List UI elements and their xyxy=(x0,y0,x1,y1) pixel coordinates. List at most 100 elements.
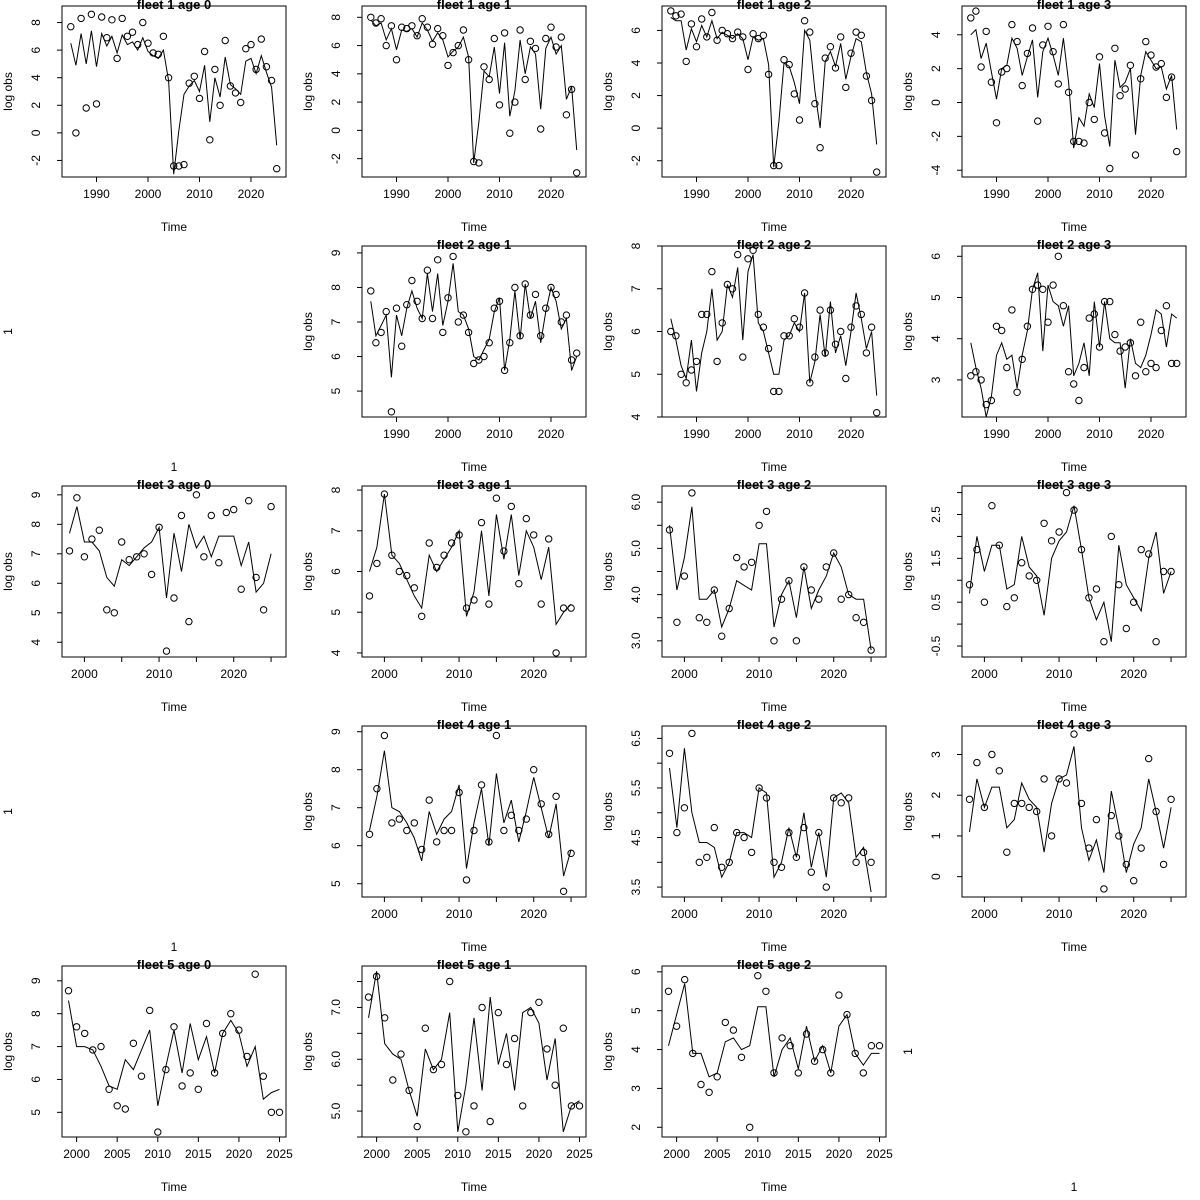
data-point xyxy=(1100,885,1108,893)
x-tick-label: 2010 xyxy=(446,907,473,921)
y-tick-label: 6 xyxy=(329,42,343,49)
plot-box xyxy=(361,245,587,418)
data-point xyxy=(762,507,771,516)
data-point xyxy=(1085,98,1093,107)
data-point xyxy=(859,1069,867,1077)
data-point xyxy=(967,14,975,22)
x-axis-label: Time xyxy=(161,700,188,714)
y-tick-label: -0.5 xyxy=(929,635,943,656)
subplot-fleet-4-age-1: log obs Time fleet 4 age 1 2000 2010 2020 5 6 7 8… xyxy=(301,720,587,954)
data-point xyxy=(557,318,565,326)
data-point xyxy=(92,100,101,108)
y-axis-label: log obs xyxy=(601,72,615,111)
data-point xyxy=(206,136,214,144)
data-point xyxy=(1147,51,1155,59)
data-point xyxy=(1130,877,1138,885)
data-point xyxy=(1111,330,1119,339)
data-point xyxy=(118,14,126,23)
y-tick-label: 9 xyxy=(29,491,43,498)
y-tick-label: 6 xyxy=(629,328,643,335)
data-point xyxy=(447,539,456,547)
data-point xyxy=(418,15,426,23)
data-point xyxy=(403,300,411,309)
data-point xyxy=(186,1069,194,1077)
x-tick-label: 2010 xyxy=(186,187,213,201)
data-point xyxy=(134,40,142,49)
data-point xyxy=(382,41,390,50)
y-axis-label: log obs xyxy=(301,72,315,111)
data-point xyxy=(380,731,389,740)
data-point xyxy=(794,1069,803,1077)
data-point xyxy=(1145,754,1153,763)
data-point xyxy=(273,165,281,173)
data-point xyxy=(688,489,696,497)
data-point xyxy=(65,547,74,555)
data-point xyxy=(729,1026,738,1034)
data-point xyxy=(847,49,855,57)
data-point xyxy=(545,830,553,839)
data-point xyxy=(527,1008,535,1017)
data-point xyxy=(275,1108,284,1117)
data-point xyxy=(764,344,773,353)
subplot-fleet-3-age-3: log obs Time fleet 3 age 3 2000 2010 2020 -0.5… xyxy=(901,480,1187,714)
y-tick-label: -2 xyxy=(329,153,343,164)
data-point xyxy=(770,858,778,867)
data-point xyxy=(830,794,838,802)
subplot-fleet-5-age-0: log obs Time fleet 5 age 0 2000 2005 2010 2015… xyxy=(1,960,293,1194)
data-point xyxy=(723,30,732,38)
y-tick-label: 2 xyxy=(329,98,343,105)
fit-line xyxy=(670,16,878,168)
y-tick-label: 7 xyxy=(29,1043,43,1050)
data-point xyxy=(377,15,385,23)
data-point xyxy=(87,10,96,19)
data-point xyxy=(537,125,545,133)
data-point xyxy=(470,1102,478,1110)
data-point xyxy=(262,62,271,71)
data-point xyxy=(492,731,501,740)
data-point xyxy=(697,1080,705,1089)
data-point xyxy=(80,553,89,561)
data-point xyxy=(464,328,473,337)
y-tick-label: 6.5 xyxy=(629,730,643,747)
plot-title: fleet 3 age 0 xyxy=(137,480,211,492)
data-point xyxy=(778,1034,786,1042)
data-point xyxy=(408,276,416,285)
data-point xyxy=(433,838,441,846)
data-point xyxy=(154,1128,162,1136)
data-point xyxy=(506,339,514,347)
data-point xyxy=(816,144,824,152)
data-point xyxy=(826,43,835,51)
data-point xyxy=(1106,164,1114,173)
x-tick-label: 2020 xyxy=(1138,427,1165,441)
data-point xyxy=(1126,339,1135,347)
data-point xyxy=(1095,343,1104,351)
y-tick-label: 0 xyxy=(929,873,943,880)
data-point xyxy=(710,823,719,832)
data-point xyxy=(511,98,519,106)
data-point xyxy=(1095,53,1104,61)
y-tick-label: 5 xyxy=(329,609,343,616)
data-point xyxy=(852,614,860,622)
data-point xyxy=(573,349,581,357)
data-point xyxy=(444,61,452,70)
data-point xyxy=(672,1022,681,1030)
fit-line xyxy=(368,971,580,1132)
data-point xyxy=(725,604,733,613)
data-point xyxy=(1062,488,1071,497)
data-point xyxy=(1116,92,1124,100)
data-point xyxy=(1142,37,1150,46)
data-point xyxy=(429,1065,438,1074)
data-point xyxy=(1167,795,1175,804)
data-point xyxy=(237,585,245,593)
y-tick-label: 6.0 xyxy=(629,494,643,511)
data-point xyxy=(977,63,985,71)
y-tick-label: 8 xyxy=(329,486,343,493)
x-tick-label: 2020 xyxy=(526,1147,553,1161)
data-point xyxy=(1039,285,1047,293)
plot-box xyxy=(661,965,887,1138)
data-point xyxy=(155,523,163,531)
data-point xyxy=(367,287,375,295)
x-tick-label: 2000 xyxy=(363,1147,390,1161)
data-point xyxy=(1003,64,1011,73)
data-point xyxy=(1059,20,1068,29)
